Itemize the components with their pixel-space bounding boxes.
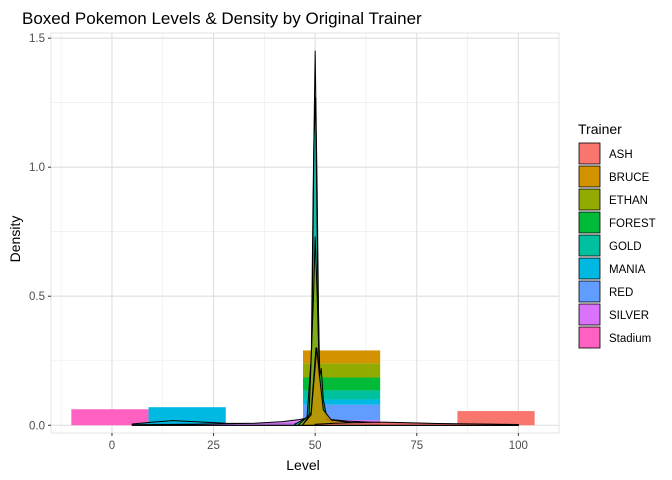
density-ash bbox=[314, 421, 519, 426]
y-tick-label: 1.5 bbox=[29, 33, 45, 45]
legend-swatch-silver bbox=[578, 303, 601, 326]
x-axis-title: Level bbox=[286, 457, 319, 473]
legend-swatch-bruce bbox=[578, 165, 601, 188]
bar-gold bbox=[302, 390, 381, 400]
legend-label-silver: SILVER bbox=[609, 310, 649, 322]
legend-label-gold: GOLD bbox=[609, 241, 642, 253]
y-axis-ticks: 0.0 0.5 1.0 1.5 bbox=[29, 33, 51, 432]
legend-label-forest: FOREST bbox=[609, 218, 656, 230]
legend-swatch-ethan bbox=[578, 188, 601, 211]
y-axis-title: Density bbox=[7, 216, 23, 263]
legend-swatch-mania bbox=[578, 257, 601, 280]
bar-stadium bbox=[71, 409, 149, 426]
legend-label-stadium: Stadium bbox=[609, 333, 651, 345]
legend-label-ethan: ETHAN bbox=[609, 195, 648, 207]
x-tick-label: 100 bbox=[509, 440, 528, 452]
bar-ethan bbox=[302, 363, 381, 378]
chart-title: Boxed Pokemon Levels & Density by Origin… bbox=[22, 9, 422, 28]
legend-swatch-forest bbox=[578, 211, 601, 234]
bar-ash bbox=[457, 411, 535, 426]
legend: Trainer ASH BRUCE ETHAN FOREST GOLD MANIA RED S… bbox=[578, 121, 656, 349]
legend-label-mania: MANIA bbox=[609, 264, 646, 276]
x-tick-label: 0 bbox=[109, 440, 115, 452]
legend-label-red: RED bbox=[609, 287, 633, 299]
y-tick-label: 1.0 bbox=[29, 162, 45, 174]
density-curves bbox=[131, 50, 519, 426]
x-tick-label: 25 bbox=[207, 440, 220, 452]
y-tick-label: 0.5 bbox=[29, 291, 45, 303]
legend-label-ash: ASH bbox=[609, 149, 633, 161]
legend-swatch-red bbox=[578, 280, 601, 303]
x-axis-ticks: 0 25 50 75 100 bbox=[109, 433, 528, 452]
legend-swatch-ash bbox=[578, 142, 601, 165]
legend-title: Trainer bbox=[578, 121, 622, 137]
x-tick-label: 75 bbox=[410, 440, 423, 452]
y-tick-label: 0.0 bbox=[29, 420, 45, 432]
x-tick-label: 50 bbox=[309, 440, 322, 452]
legend-label-bruce: BRUCE bbox=[609, 172, 650, 184]
bar-bruce bbox=[302, 350, 381, 364]
legend-swatch-gold bbox=[578, 234, 601, 257]
bar-mania bbox=[302, 399, 381, 405]
legend-swatch-stadium bbox=[578, 326, 601, 349]
